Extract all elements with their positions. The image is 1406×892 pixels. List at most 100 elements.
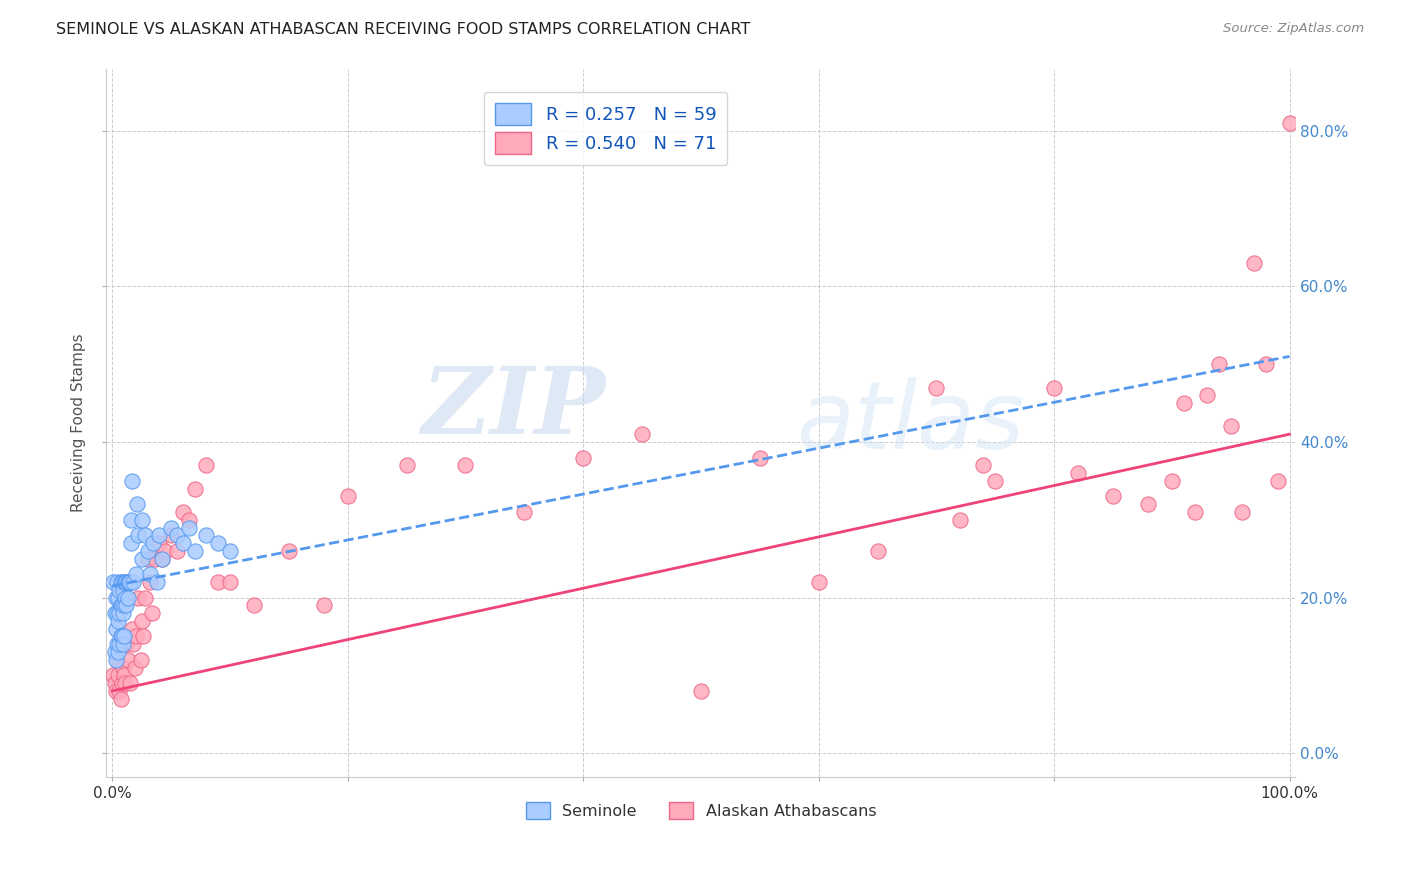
Point (104, 622, 127, 636)
Point (207, 574, 229, 589)
Point (125, 497, 148, 511)
Point (925, 380, 948, 394)
Point (120, 513, 142, 527)
Point (108, 582, 131, 597)
Point (984, 474, 1007, 488)
Point (118, 676, 141, 690)
Point (114, 676, 136, 690)
Point (124, 660, 146, 674)
Point (336, 490, 359, 504)
Point (110, 630, 132, 644)
Point (148, 536, 170, 550)
Point (111, 606, 134, 620)
Point (143, 551, 166, 566)
Point (120, 574, 142, 589)
Point (395, 458, 418, 473)
Point (134, 528, 156, 542)
Point (111, 599, 134, 613)
Point (107, 614, 129, 628)
Point (160, 520, 183, 534)
Point (110, 691, 132, 706)
Point (513, 505, 536, 519)
Point (112, 668, 135, 682)
Legend: Seminole, Alaskan Athabascans: Seminole, Alaskan Athabascans (519, 796, 883, 825)
Point (160, 528, 183, 542)
Point (1184, 505, 1206, 519)
Point (117, 653, 139, 667)
Point (183, 544, 205, 558)
Point (142, 536, 165, 550)
Point (748, 450, 770, 465)
Point (242, 599, 264, 613)
Point (108, 684, 131, 698)
Point (1219, 419, 1241, 434)
Point (454, 458, 477, 473)
Point (150, 551, 173, 566)
Point (141, 606, 163, 620)
Point (1208, 357, 1230, 371)
Point (104, 591, 127, 605)
Point (105, 606, 128, 620)
Point (105, 637, 128, 651)
Point (136, 544, 159, 558)
Point (807, 574, 830, 589)
Point (104, 653, 127, 667)
Point (105, 574, 128, 589)
Point (134, 591, 156, 605)
Point (104, 606, 127, 620)
Point (1137, 497, 1160, 511)
Point (166, 544, 188, 558)
Point (1173, 396, 1195, 410)
Point (172, 505, 194, 519)
Point (314, 599, 336, 613)
Point (118, 574, 141, 589)
Point (115, 637, 138, 651)
Point (111, 660, 134, 674)
Point (118, 574, 141, 589)
Point (108, 606, 131, 620)
Point (125, 567, 148, 582)
Point (114, 574, 136, 589)
Point (166, 528, 188, 542)
Point (1043, 380, 1066, 394)
Point (117, 591, 139, 605)
Point (111, 630, 134, 644)
Point (115, 574, 138, 589)
Point (132, 630, 155, 644)
Point (631, 427, 654, 442)
Point (115, 599, 138, 613)
Point (195, 458, 218, 473)
Point (219, 544, 242, 558)
Point (120, 536, 142, 550)
Point (177, 513, 200, 527)
Point (129, 653, 152, 667)
Point (122, 574, 145, 589)
Point (107, 668, 129, 682)
Point (155, 544, 177, 558)
Point (108, 637, 131, 651)
Text: atlas: atlas (796, 377, 1025, 468)
Point (172, 536, 194, 550)
Point (1232, 505, 1254, 519)
Point (104, 676, 127, 690)
Point (136, 551, 159, 566)
Point (1197, 388, 1219, 402)
Text: ZIP: ZIP (422, 363, 606, 453)
Point (110, 574, 132, 589)
Point (866, 544, 889, 558)
Point (105, 653, 128, 667)
Point (131, 614, 153, 628)
Point (107, 645, 129, 659)
Text: Source: ZipAtlas.com: Source: ZipAtlas.com (1223, 22, 1364, 36)
Point (1160, 474, 1182, 488)
Point (111, 574, 134, 589)
Point (103, 574, 125, 589)
Point (972, 458, 994, 473)
Point (277, 544, 299, 558)
Point (131, 551, 153, 566)
Point (146, 574, 169, 589)
Point (148, 528, 170, 542)
Point (111, 582, 134, 597)
Point (121, 622, 143, 636)
Point (110, 599, 132, 613)
